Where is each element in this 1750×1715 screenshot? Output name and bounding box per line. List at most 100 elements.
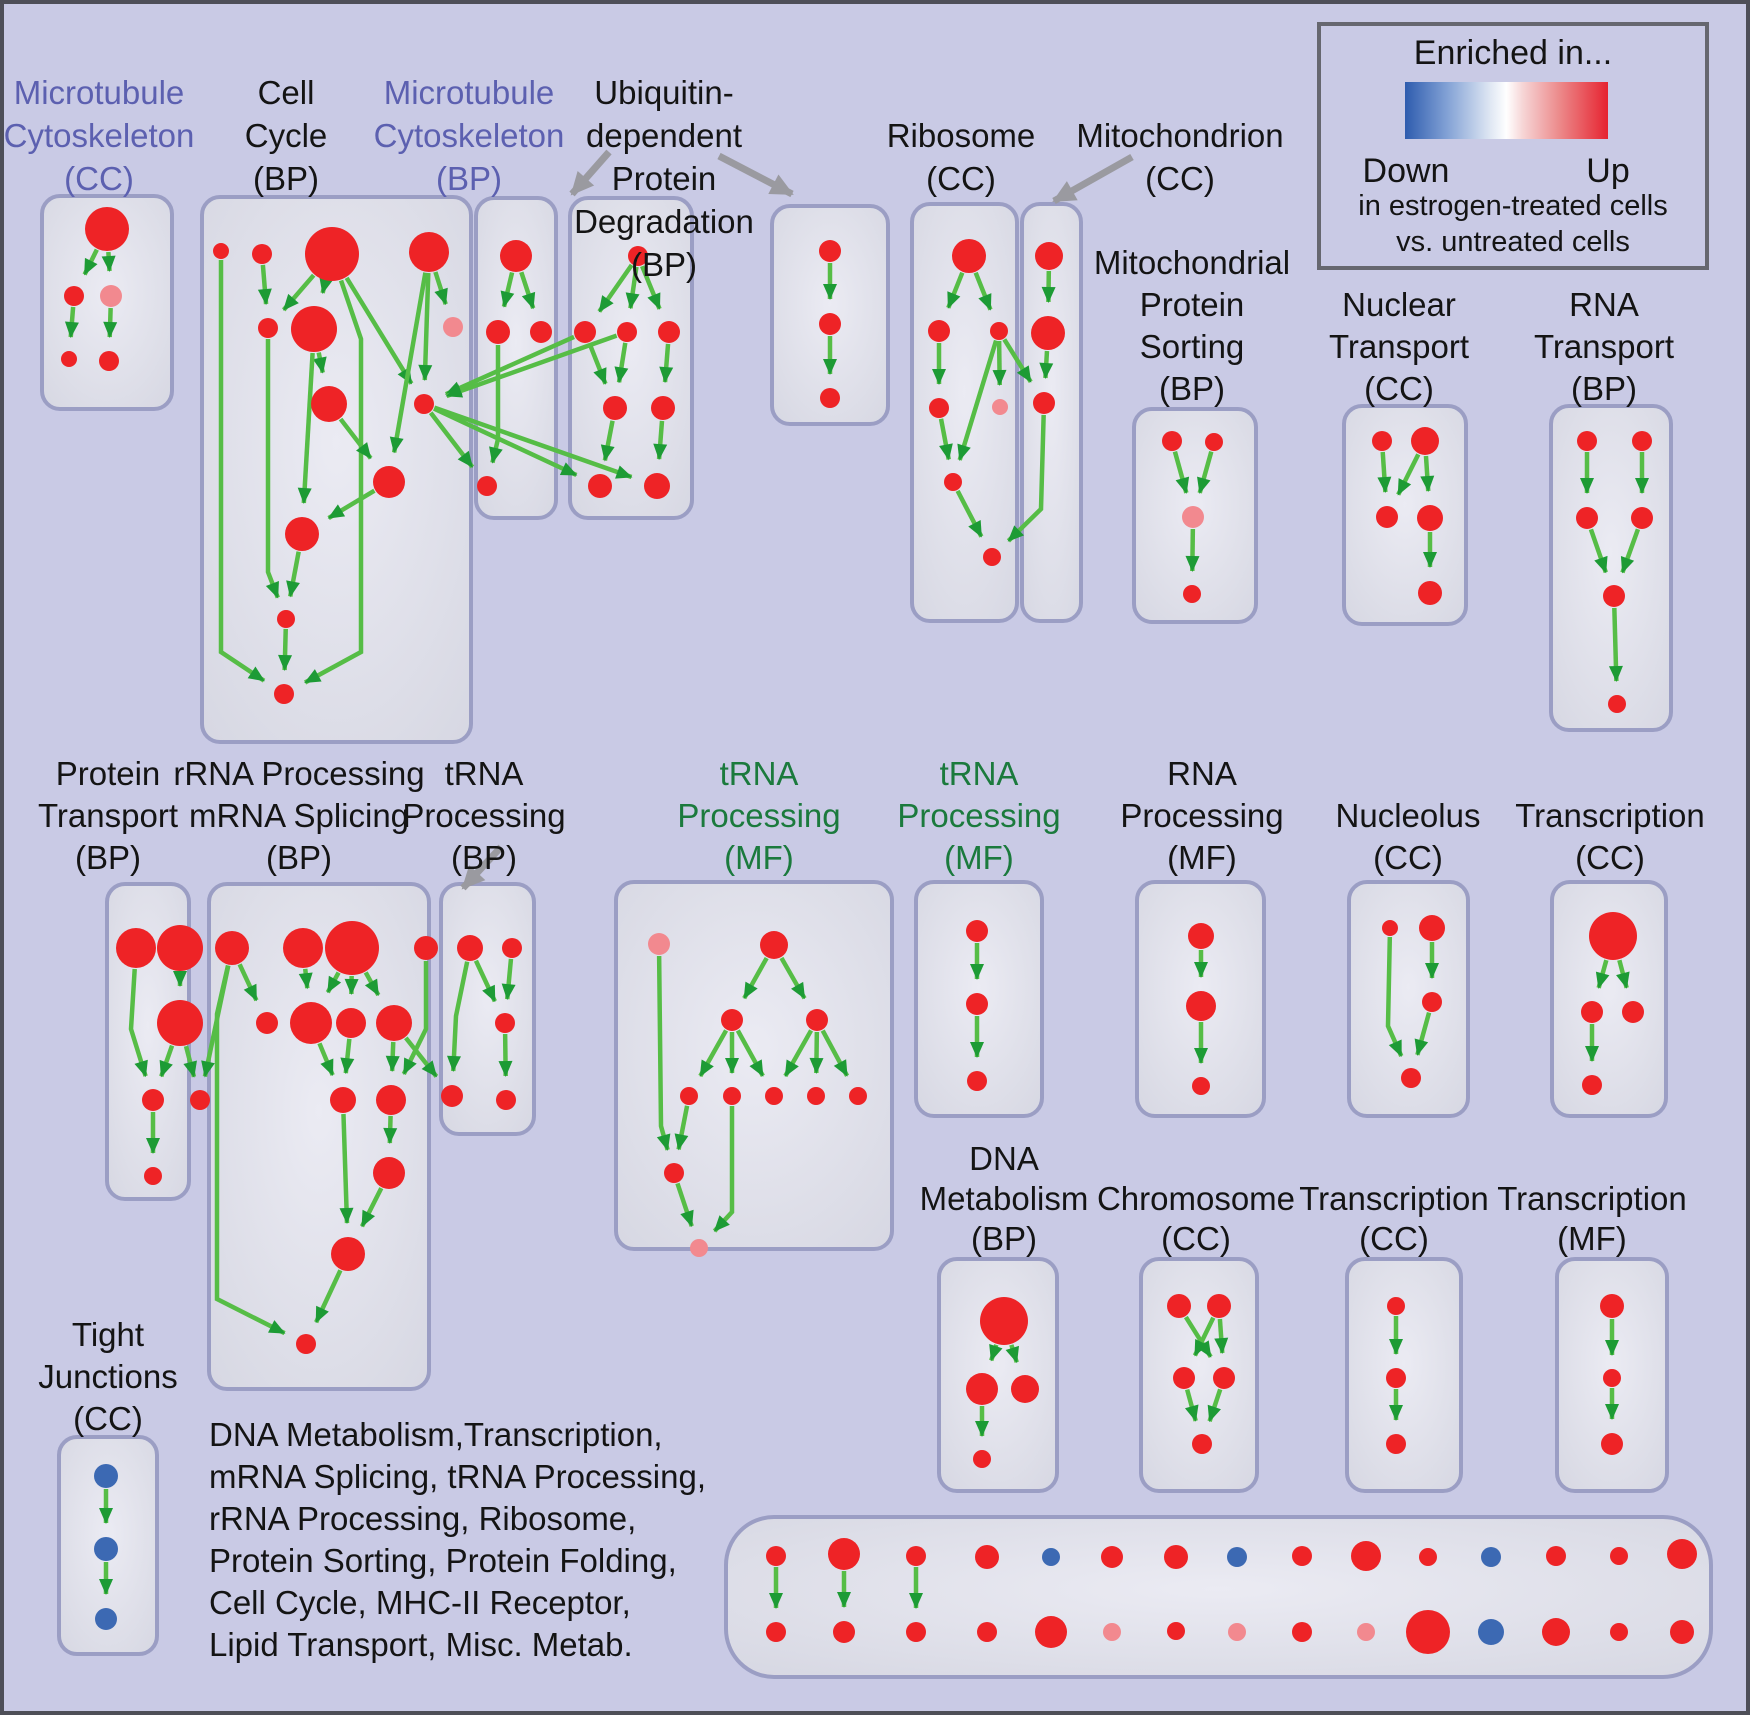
edge-arrow — [1172, 451, 1190, 494]
node-rrna-mrna-c — [373, 1157, 405, 1189]
annotation-arrow — [717, 152, 794, 198]
node-dna-metabolism-t — [980, 1297, 1028, 1345]
cluster-label-transcription-cc-1-line0: Transcription — [1515, 797, 1705, 834]
node-transcription-cc-2-t — [1387, 1297, 1405, 1315]
edge-arrow — [447, 961, 470, 1073]
edge-arrow — [314, 1269, 343, 1324]
edge-arrow — [675, 1182, 694, 1228]
node-mito-sorting-b — [1183, 585, 1201, 603]
node-ribosome-cc-t — [952, 239, 986, 273]
edge-arrow — [201, 965, 231, 1078]
cluster-box-nuclear-transport — [1342, 404, 1468, 626]
edge-arrow — [1005, 1344, 1020, 1364]
edge-arrow — [1385, 936, 1404, 1057]
edge-arrow — [1184, 1388, 1199, 1422]
cluster-box-chromosome — [1139, 1257, 1259, 1493]
cluster-label-trna-mf-2-line0: tRNA — [940, 755, 1019, 792]
node-cell-cycle-a — [213, 243, 229, 259]
cluster-box-rrna-mrna — [207, 882, 431, 1391]
edge-arrow — [712, 1106, 735, 1233]
node-summary-t2 — [828, 1538, 860, 1570]
node-rrna-mrna-t1 — [215, 931, 249, 965]
node-trna-mf-2-c2 — [966, 993, 988, 1015]
edge-arrow — [957, 339, 999, 461]
node-summary-b5 — [1035, 1616, 1067, 1648]
node-nucleolus-m — [1422, 992, 1442, 1012]
node-summary-t10 — [1351, 1541, 1381, 1571]
node-summary-b4 — [977, 1622, 997, 1642]
edge-arrow — [625, 266, 640, 310]
cluster-label-rna-transport-line0: RNA — [1569, 286, 1639, 323]
node-trna-mf-1-b1 — [680, 1087, 698, 1105]
node-summary-b13 — [1542, 1618, 1570, 1646]
edge-arrow — [779, 956, 807, 1000]
edge-arrow — [319, 276, 333, 294]
node-protein-transport-b2 — [190, 1090, 210, 1110]
cluster-box-nucleolus — [1347, 880, 1470, 1118]
node-summary-b6 — [1103, 1623, 1121, 1641]
edge-arrow — [317, 1042, 335, 1076]
node-cell-cycle-i — [414, 394, 434, 414]
node-ubiquitin-bp-m2 — [617, 322, 637, 342]
node-rna-transport-t1 — [1577, 431, 1597, 451]
node-cell-cycle-c — [305, 227, 359, 281]
edge-arrow — [159, 1044, 175, 1078]
edge-arrow — [385, 1041, 400, 1073]
node-summary-t5 — [1042, 1548, 1060, 1566]
cluster-label-rna-transport-line1: Transport — [1534, 328, 1674, 365]
node-ubiquitin-bp-m3 — [658, 321, 680, 343]
node-microtubule-bp-ml — [486, 320, 510, 344]
edge-arrow — [519, 271, 536, 310]
edge-arrow — [1588, 528, 1608, 574]
node-summary-b9 — [1292, 1622, 1312, 1642]
node-trna-bp-m — [495, 1013, 515, 1033]
edge-arrow — [383, 1115, 398, 1145]
cluster-label-ribosome-cc-line0: Ribosome — [887, 117, 1036, 154]
edge-arrow — [340, 1038, 355, 1075]
cluster-label-rna-processing-mf-line2: (MF) — [1167, 839, 1237, 876]
edge-arrow — [946, 271, 965, 309]
cluster-label-nucleolus-line1: (CC) — [1373, 839, 1443, 876]
cluster-label-microtubule-cc-line2: (CC) — [64, 160, 134, 197]
node-summary-t6 — [1101, 1546, 1123, 1568]
node-microtubule-cc-mr — [100, 285, 122, 307]
nodes — [61, 207, 1697, 1654]
node-ubiquitin-bp-n2 — [651, 396, 675, 420]
node-summary-b7 — [1167, 1622, 1185, 1640]
summary-text: DNA Metabolism,Transcription, mRNA Splic… — [209, 1414, 809, 1666]
node-trna-mf-1-m2 — [806, 1009, 828, 1031]
edge-arrow — [973, 271, 993, 311]
node-ribosome-cc-mr — [990, 322, 1008, 340]
cluster-labels: Microtubule Cytoskeleton (CC) Cell Cycle (BP)… — [4, 74, 1705, 1437]
node-trna-mf-2-c3 — [967, 1071, 987, 1091]
node-microtubule-bp-b — [477, 476, 497, 496]
node-trna-mf-1-b5 — [849, 1087, 867, 1105]
cluster-label-nuclear-transport-line1: Transport — [1329, 328, 1469, 365]
edge-arrow — [363, 971, 381, 997]
node-rrna-mrna-b2 — [376, 1085, 406, 1115]
node-mitochondrion-cc-t — [1035, 242, 1063, 270]
node-trna-mf-2-c1 — [966, 920, 988, 942]
node-chromosome-m2 — [1213, 1367, 1235, 1389]
cluster-label-transcription-cc-2-line0: Transcription — [1299, 1180, 1489, 1217]
node-summary-b10 — [1357, 1623, 1375, 1641]
node-summary-t11 — [1419, 1548, 1437, 1566]
edge-arrow — [64, 306, 79, 339]
cluster-label-trna-mf-1-line0: tRNA — [720, 755, 799, 792]
edge-arrow — [298, 968, 313, 990]
edge-arrow — [265, 339, 280, 599]
node-rrna-mrna-d — [331, 1237, 365, 1271]
node-ubiquitin-bp-m1 — [574, 321, 596, 343]
edge-arrow — [433, 405, 633, 480]
cluster-label-mito-sorting-line2: Sorting — [1140, 328, 1245, 365]
cluster-label-rrna-mrna-line2: (BP) — [266, 839, 332, 876]
node-microtubule-bp-t — [500, 240, 532, 272]
edge-arrow — [128, 968, 148, 1078]
node-nucleolus-b — [1401, 1068, 1421, 1088]
edge-arrow — [498, 1033, 513, 1078]
edge-arrow — [82, 248, 99, 276]
cluster-label-tight-junctions-line2: (CC) — [73, 1400, 143, 1437]
node-microtubule-bp-mr — [530, 321, 552, 343]
node-ubiquitin-bp-2-c2 — [819, 313, 841, 335]
